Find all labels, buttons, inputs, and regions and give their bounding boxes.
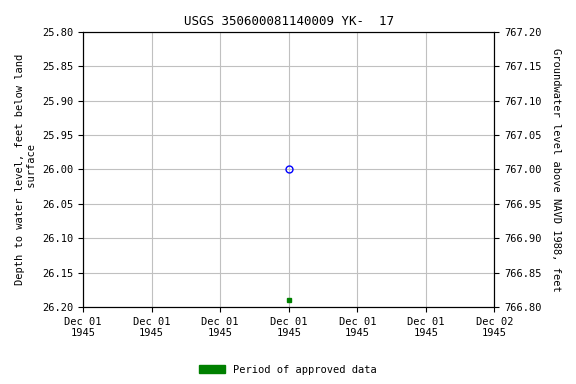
Y-axis label: Groundwater level above NAVD 1988, feet: Groundwater level above NAVD 1988, feet [551, 48, 561, 291]
Y-axis label: Depth to water level, feet below land
 surface: Depth to water level, feet below land su… [15, 54, 37, 285]
Legend: Period of approved data: Period of approved data [195, 361, 381, 379]
Title: USGS 350600081140009 YK-  17: USGS 350600081140009 YK- 17 [184, 15, 394, 28]
